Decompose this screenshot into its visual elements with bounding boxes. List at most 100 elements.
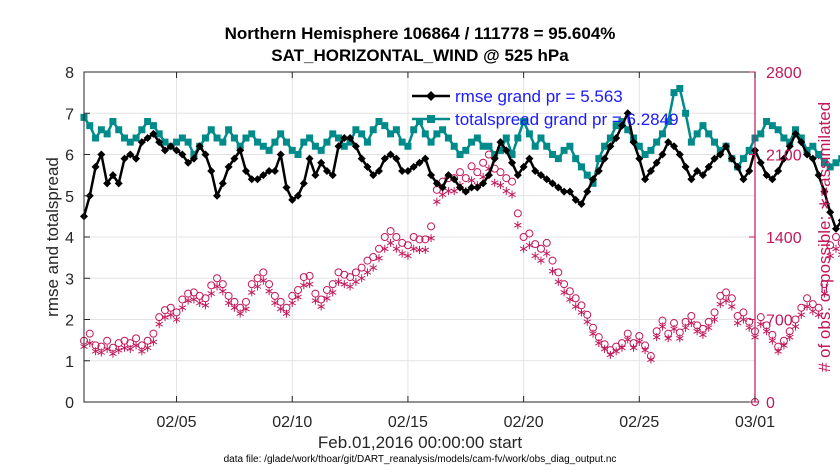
rmse-point: [837, 218, 840, 223]
star-stroke: [224, 300, 233, 306]
totalspread-point: [184, 138, 192, 146]
totalspread-point: [491, 151, 499, 158]
obs-assimilated-point: [409, 244, 418, 253]
rmse-point: [299, 179, 308, 188]
star-stroke: [595, 340, 603, 346]
star-stroke: [103, 346, 111, 352]
rmse-point: [126, 150, 135, 159]
rmse-point: [722, 142, 731, 151]
obs-assimilated-point: [490, 178, 499, 187]
obs-assimilated-point: [288, 299, 296, 307]
totalspread-point: [97, 126, 105, 134]
star-stroke: [733, 320, 742, 326]
obs-assimilated-point: [693, 327, 701, 336]
totalspread-point: [601, 142, 609, 150]
data-file-footer: data file: /glade/work/thoar/git/DART_re…: [224, 454, 617, 465]
totalspread-point: [300, 138, 308, 146]
rmse-point: [831, 224, 840, 233]
obs-assimilated-point: [114, 346, 123, 355]
totalspread-point: [577, 163, 585, 171]
rmse-point: [189, 154, 198, 163]
legend-rmse-marker: [426, 91, 436, 101]
rmse-point: [340, 134, 349, 142]
x-tick-label: 02/20: [504, 414, 544, 431]
totalspread-point: [687, 138, 695, 146]
totalspread-point: [335, 134, 343, 142]
obs-assimilated-point: [346, 282, 354, 291]
star-stroke: [450, 188, 458, 194]
totalspread-point: [763, 118, 771, 125]
obs-possible-point: [103, 336, 112, 345]
obs-assimilated-point: [780, 341, 788, 350]
obs-possible-point: [479, 158, 488, 167]
star-stroke: [195, 300, 204, 306]
star-stroke: [259, 278, 268, 284]
totalspread-point: [589, 179, 597, 187]
obs-assimilated-point: [716, 300, 725, 309]
obs-possible-point: [803, 294, 812, 303]
legend-spread-marker: [427, 115, 435, 123]
rmse-point: [542, 175, 551, 184]
star-stroke: [311, 298, 320, 304]
obs-possible-point: [536, 244, 545, 253]
totalspread-point: [809, 142, 817, 150]
y-tick-label: 0: [65, 395, 74, 412]
totalspread-point: [520, 118, 528, 125]
star-stroke: [334, 279, 343, 285]
star-stroke: [560, 289, 568, 295]
obs-assimilated-point: [652, 333, 661, 342]
rmse-point: [241, 167, 250, 175]
obs-assimilated-point: [785, 333, 794, 342]
obs-possible-point: [415, 235, 424, 244]
y-tick-label: 2: [65, 313, 74, 330]
obs-possible-point: [837, 239, 840, 247]
totalspread-point: [317, 146, 325, 154]
obs-possible-point: [455, 168, 464, 177]
obs-assimilated-point: [623, 335, 632, 344]
rmse-point: [386, 150, 395, 159]
obs-possible-point: [722, 288, 731, 297]
rmse-point: [322, 167, 331, 175]
totalspread-point: [352, 126, 360, 134]
star-stroke: [757, 321, 765, 327]
totalspread-point: [190, 151, 198, 158]
obs-possible-point: [427, 222, 436, 231]
rmse-point: [236, 146, 245, 155]
rmse-point: [826, 208, 835, 217]
obs-assimilated-point: [595, 339, 603, 348]
obs-assimilated-point: [120, 343, 129, 352]
totalspread-point: [838, 155, 840, 163]
rmse-point: [155, 138, 164, 147]
obs-possible-point: [756, 313, 765, 322]
rmse-point: [484, 171, 493, 180]
rmse-point: [172, 146, 181, 155]
star-stroke: [219, 288, 227, 294]
totalspread-point: [387, 130, 395, 138]
x-axis-ticks: 02/05 02/10 02/15 02/20 02/25 03/01: [157, 72, 775, 431]
totalspread-point: [346, 138, 354, 146]
totalspread-point: [86, 122, 94, 130]
totalspread-point: [757, 130, 765, 138]
obs-possible-point: [213, 274, 222, 283]
obs-assimilated-point: [664, 334, 672, 343]
x-tick-label: 02/05: [157, 414, 197, 431]
y-axis-label: rmse and totalspread: [43, 157, 62, 317]
star-stroke: [577, 309, 586, 315]
right-tick-label: 0: [766, 395, 775, 412]
right-axis-ticks: 0 700 1400 2100 2800: [749, 65, 802, 412]
rmse-point: [779, 154, 788, 163]
star-stroke: [415, 247, 424, 253]
obs-assimilated-point: [571, 302, 580, 311]
star-stroke: [710, 317, 719, 322]
obs-possible-point: [461, 174, 470, 183]
obs-assimilated-point: [681, 323, 690, 332]
rmse-point: [438, 183, 447, 192]
obs-possible-point: [826, 241, 835, 250]
star-stroke: [271, 300, 279, 306]
rmse-point: [583, 187, 592, 196]
star-stroke: [635, 339, 644, 345]
obs-assimilated-point: [213, 282, 221, 291]
rmse-point: [160, 146, 169, 155]
totalspread-point: [745, 146, 753, 154]
rmse-point: [664, 138, 673, 147]
